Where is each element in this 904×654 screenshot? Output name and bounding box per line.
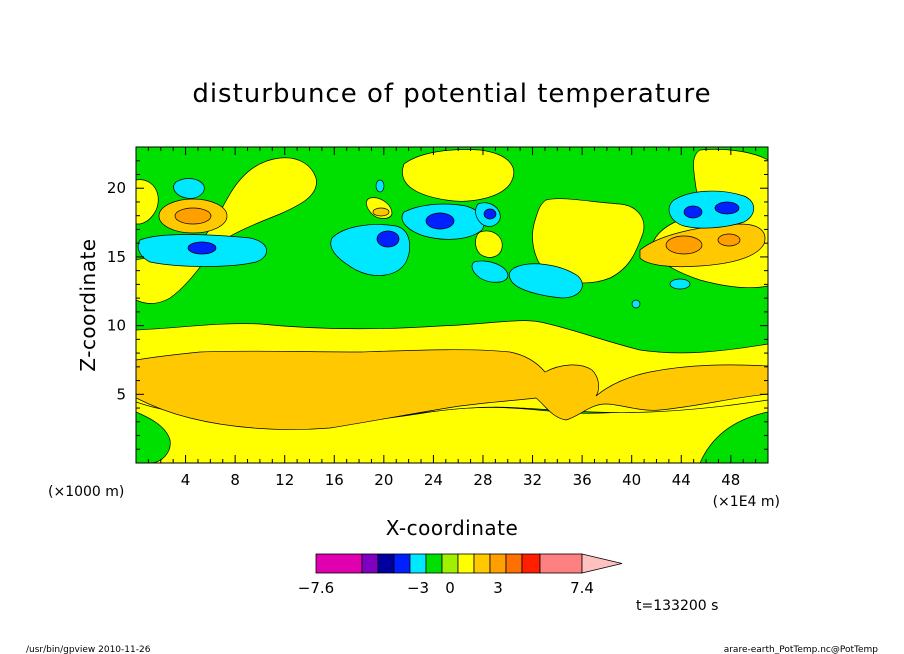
colorbar-label: 0 bbox=[445, 579, 455, 597]
y-axis-title: Z-coordinate bbox=[76, 238, 100, 371]
x-unit-right: (×1E4 m) bbox=[713, 494, 780, 510]
contour-region-cold-east-inner-b bbox=[714, 201, 740, 215]
footer-right: arare-earth_PotTemp.nc@PotTemp bbox=[724, 645, 879, 654]
y-axis-ticks bbox=[136, 160, 768, 450]
x-tick-label: 36 bbox=[573, 471, 592, 489]
colorbar-segment bbox=[393, 553, 411, 574]
contour-region-warm-east-inner-2 bbox=[717, 233, 741, 247]
time-label: t=133200 s bbox=[636, 598, 718, 614]
x-tick-label: 48 bbox=[721, 471, 740, 489]
x-tick-label: 20 bbox=[374, 471, 393, 489]
x-tick-label: 8 bbox=[230, 471, 240, 489]
contour-region-yellow-nw bbox=[136, 157, 317, 304]
x-tick-label: 40 bbox=[622, 471, 641, 489]
plot-area bbox=[136, 147, 768, 463]
colorbar-segment bbox=[441, 553, 459, 574]
colorbar-segment bbox=[425, 553, 443, 574]
contour-region-warm-small bbox=[372, 207, 390, 217]
x-tick-label: 32 bbox=[523, 471, 542, 489]
x-tick-label: 4 bbox=[181, 471, 191, 489]
y-tick-label: 10 bbox=[107, 317, 126, 335]
y-axis-tick-labels: 5 10 15 20 bbox=[107, 179, 126, 403]
contour-region-warm-west-inner bbox=[174, 207, 212, 225]
x-tick-label: 44 bbox=[672, 471, 691, 489]
x-axis-title: X-coordinate bbox=[386, 516, 519, 540]
x-axis-tick-labels: 4 8 12 16 20 24 28 32 36 40 44 48 bbox=[181, 471, 741, 489]
colorbar-segment bbox=[457, 553, 475, 574]
contour-region-cold-tiny-a bbox=[375, 179, 385, 193]
colorbar-segment bbox=[539, 553, 583, 574]
contour-region-warm-east-inner bbox=[665, 235, 703, 255]
y-tick-label: 15 bbox=[107, 248, 126, 266]
contour-region-cold-east-inner-a bbox=[683, 205, 703, 219]
colorbar-label: −7.6 bbox=[298, 579, 334, 597]
contour-region-yellow-west bbox=[136, 179, 159, 225]
colorbar-label: −3 bbox=[407, 579, 429, 597]
colorbar-segment bbox=[361, 553, 379, 574]
x-tick-label: 24 bbox=[424, 471, 443, 489]
contour-region-yellow-center bbox=[532, 198, 645, 284]
colorbar-segment bbox=[473, 553, 491, 574]
colorbar-extend-triangle bbox=[581, 553, 623, 574]
contour-region-cold-tiny-c bbox=[631, 299, 641, 309]
colorbar-labels: −7.6 −3 0 3 7.4 bbox=[298, 579, 594, 597]
x-tick-label: 16 bbox=[325, 471, 344, 489]
chart-title: disturbunce of potential temperature bbox=[192, 79, 711, 109]
contour-region-cold-center-a-inner bbox=[376, 230, 400, 248]
y-tick-label: 20 bbox=[107, 179, 126, 197]
contour-region-cold-tiny-b bbox=[669, 278, 691, 290]
plot-frame bbox=[135, 146, 769, 464]
contour-region-yellow-north bbox=[402, 149, 515, 202]
contour-region-orange bbox=[136, 349, 768, 430]
colorbar-segment bbox=[489, 553, 507, 574]
y-tick-label: 5 bbox=[116, 385, 126, 403]
contour-region-cold-west-inner bbox=[187, 241, 217, 255]
x-tick-label: 12 bbox=[275, 471, 294, 489]
footer-left: /usr/bin/gpview 2010-11-26 bbox=[26, 645, 151, 654]
contour-region-cold-center-c-inner bbox=[483, 208, 497, 220]
colorbar-segment bbox=[315, 553, 363, 574]
x-tick-label: 28 bbox=[473, 471, 492, 489]
x-axis-ticks bbox=[147, 147, 757, 463]
contour-region-cold-south bbox=[508, 263, 583, 299]
colorbar-label: 3 bbox=[493, 579, 503, 597]
colorbar-segment bbox=[409, 553, 427, 574]
colorbar-segment bbox=[521, 553, 541, 574]
contour-region-cold-small-a bbox=[471, 260, 509, 283]
colorbar-segment bbox=[505, 553, 523, 574]
colorbar-segment bbox=[377, 553, 395, 574]
contour-region-cold-nw bbox=[173, 178, 205, 199]
colorbar-label: 7.4 bbox=[570, 579, 594, 597]
contour-region-cold-center-b-inner bbox=[425, 212, 455, 230]
x-unit-left: (×1000 m) bbox=[48, 484, 124, 500]
contour-region-cold-east bbox=[668, 190, 755, 229]
colorbar bbox=[315, 553, 623, 574]
contour-region-yellow-small bbox=[475, 230, 503, 258]
